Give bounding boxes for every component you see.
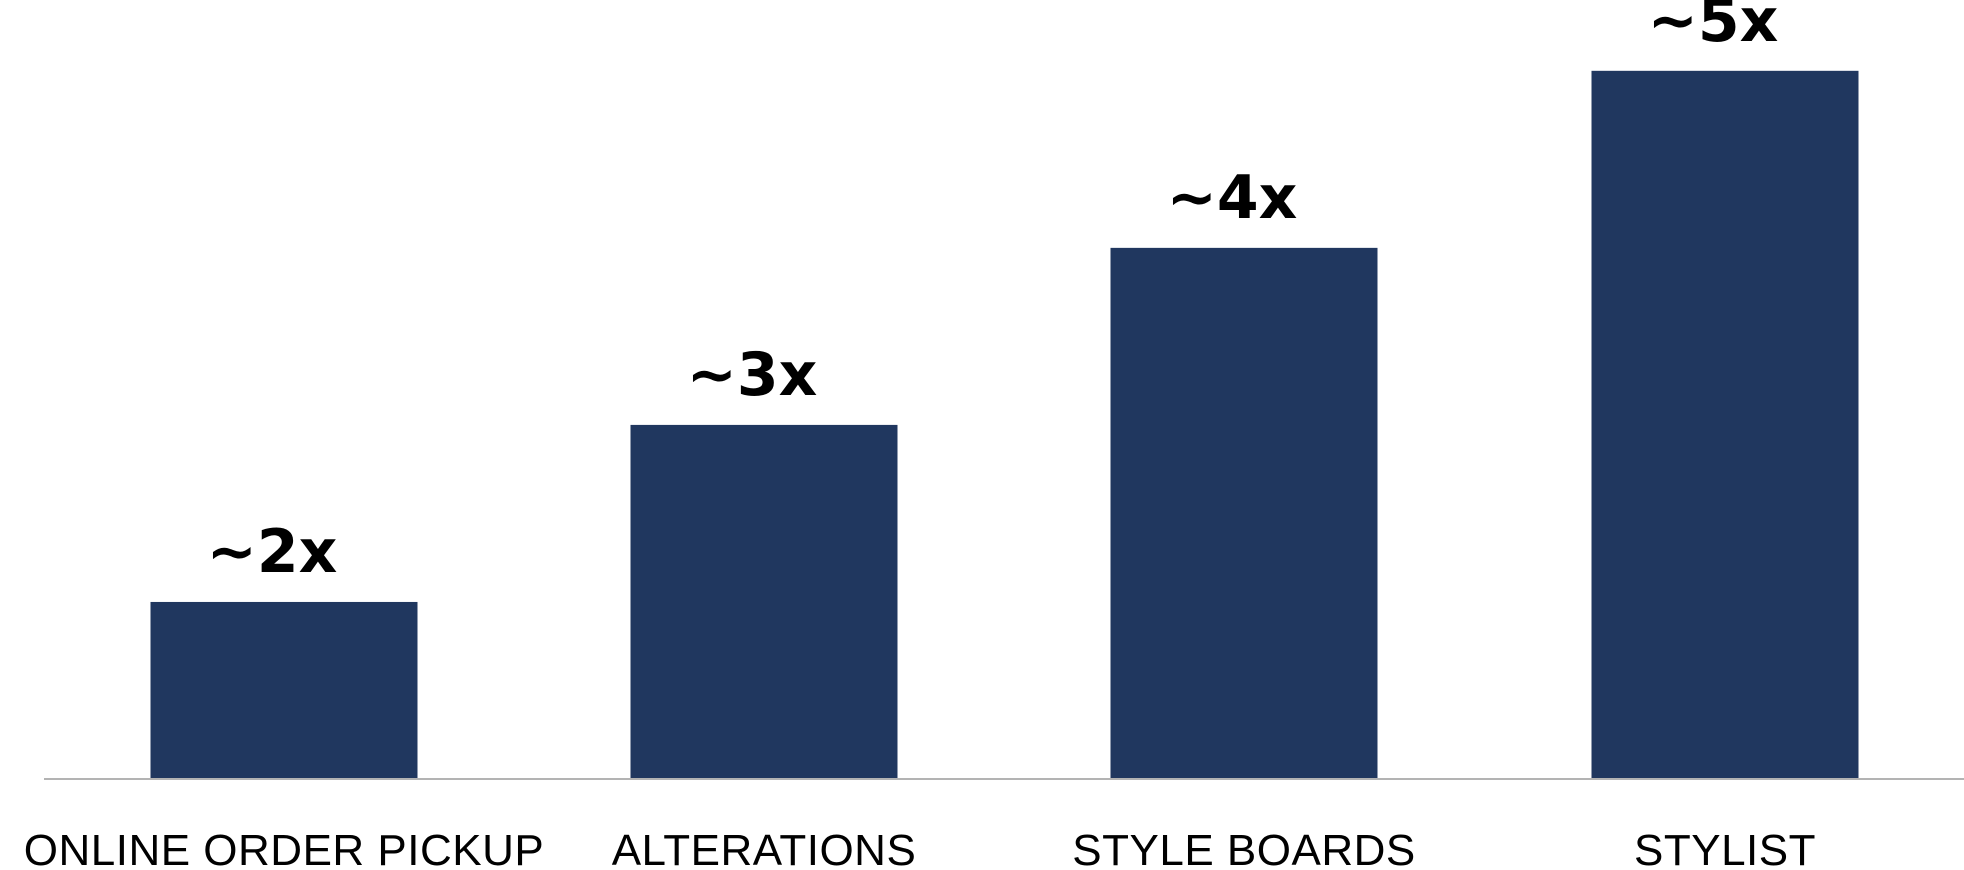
value-labels-group: ~2x ~3x ~4x ~5x	[207, 0, 1779, 587]
bar-3	[1591, 70, 1859, 780]
bar-1	[630, 424, 898, 779]
bar-0	[150, 601, 418, 779]
category-label-0: ONLINE ORDER PICKUP	[24, 826, 544, 870]
data-label-2: ~4x	[1167, 163, 1298, 233]
data-label-3: ~5x	[1648, 0, 1779, 56]
category-label-1: ALTERATIONS	[612, 826, 917, 870]
bars-group	[150, 70, 1859, 780]
data-label-1: ~3x	[687, 340, 818, 410]
category-labels-group: ONLINE ORDER PICKUP ALTERATIONS STYLE BOAR…	[24, 826, 1816, 870]
category-label-3: STYLIST	[1634, 826, 1816, 870]
bar-2	[1110, 247, 1378, 779]
category-label-2: STYLE BOARDS	[1072, 826, 1415, 870]
data-label-0: ~2x	[207, 517, 338, 587]
